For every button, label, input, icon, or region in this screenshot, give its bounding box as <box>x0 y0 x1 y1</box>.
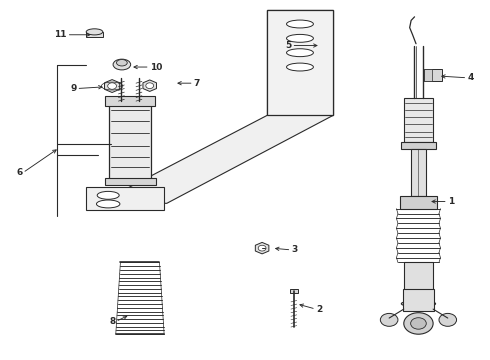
Ellipse shape <box>113 59 131 70</box>
Ellipse shape <box>401 301 436 307</box>
Polygon shape <box>143 80 156 91</box>
Text: 6: 6 <box>17 168 23 177</box>
Circle shape <box>411 318 426 329</box>
Text: 11: 11 <box>54 30 67 39</box>
Ellipse shape <box>97 200 120 208</box>
Ellipse shape <box>117 59 127 66</box>
Circle shape <box>108 83 117 89</box>
Polygon shape <box>104 80 120 93</box>
Circle shape <box>404 313 433 334</box>
Text: 10: 10 <box>150 63 162 72</box>
Bar <box>109 101 151 180</box>
Ellipse shape <box>86 29 103 35</box>
Text: 4: 4 <box>467 73 474 82</box>
Text: 5: 5 <box>285 41 292 50</box>
Ellipse shape <box>97 192 119 199</box>
Ellipse shape <box>287 35 314 42</box>
Bar <box>267 10 333 116</box>
Bar <box>404 262 433 302</box>
Bar <box>267 10 333 116</box>
Bar <box>411 149 426 196</box>
Bar <box>86 32 103 37</box>
Circle shape <box>146 83 154 89</box>
Ellipse shape <box>287 63 314 71</box>
Ellipse shape <box>287 49 314 57</box>
Ellipse shape <box>287 35 314 42</box>
Circle shape <box>439 314 457 326</box>
Circle shape <box>380 314 398 326</box>
Text: 7: 7 <box>194 79 200 88</box>
Ellipse shape <box>287 20 314 28</box>
Bar <box>404 98 433 142</box>
Circle shape <box>258 245 266 251</box>
Bar <box>104 178 156 185</box>
Polygon shape <box>255 242 269 254</box>
Bar <box>424 69 432 81</box>
Bar <box>86 187 164 211</box>
Bar <box>290 289 298 293</box>
Text: 3: 3 <box>292 246 297 255</box>
Bar <box>400 196 437 209</box>
Ellipse shape <box>287 63 314 71</box>
Ellipse shape <box>287 49 314 57</box>
Bar <box>424 69 442 81</box>
Text: 1: 1 <box>448 197 454 206</box>
Text: 2: 2 <box>316 305 322 314</box>
Text: 8: 8 <box>109 317 116 326</box>
Text: 9: 9 <box>70 84 76 93</box>
Polygon shape <box>98 116 333 203</box>
Bar <box>105 96 155 107</box>
Bar <box>401 142 436 149</box>
Bar <box>403 289 434 311</box>
Ellipse shape <box>287 20 314 28</box>
